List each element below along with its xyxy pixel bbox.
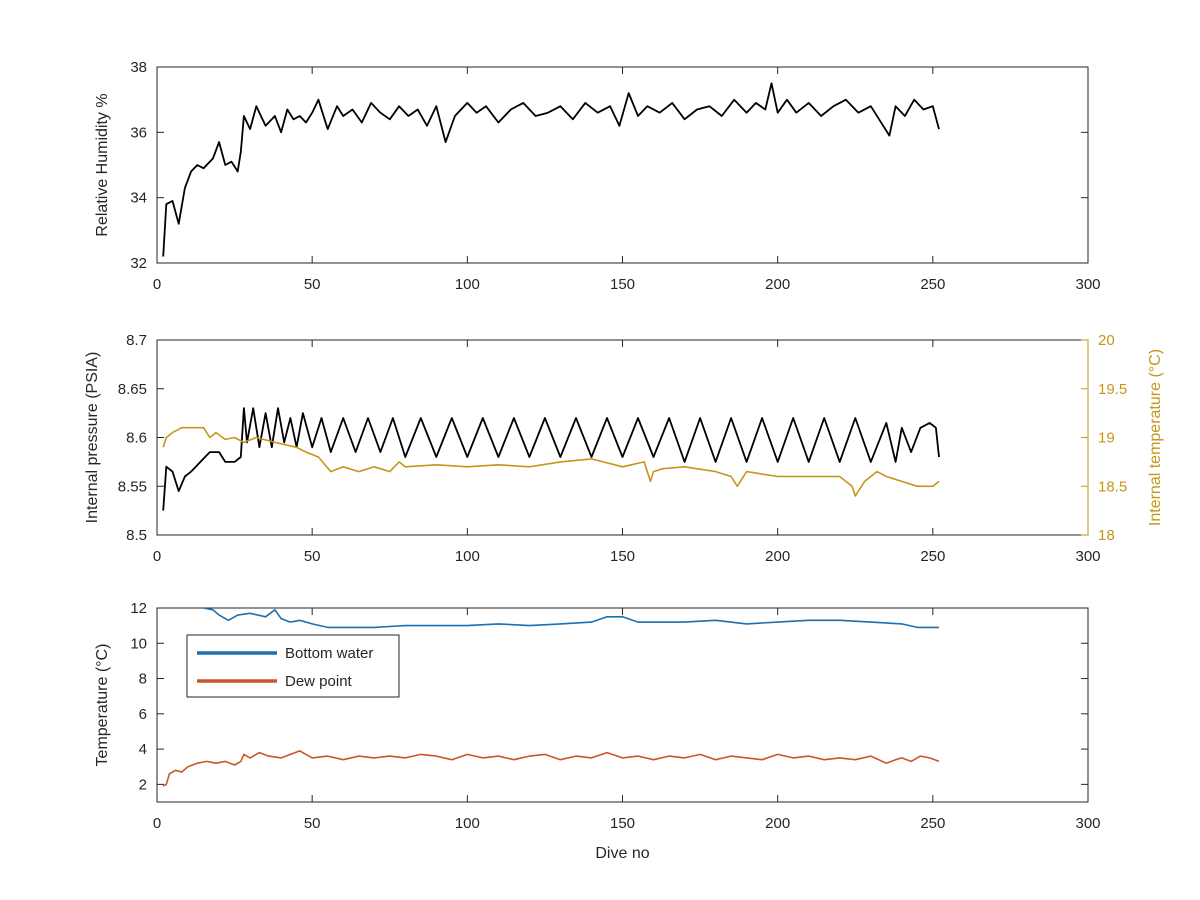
y-tick-label: 8.65 [118, 381, 147, 398]
x-tick-label: 300 [1075, 548, 1100, 565]
y2-tick-label: 18.5 [1098, 478, 1127, 495]
x-tick-label: 250 [920, 815, 945, 832]
y-tick-label: 10 [130, 635, 147, 652]
x-tick-label: 200 [765, 815, 790, 832]
y-tick-label: 34 [130, 190, 147, 207]
x-tick-label: 250 [920, 548, 945, 565]
y-tick-label: 32 [130, 255, 147, 272]
x-tick-label: 300 [1075, 276, 1100, 293]
axes-frame [156, 339, 1089, 536]
x-tick-label: 0 [153, 548, 161, 565]
subplot-temperature: 0 50 100 150 200 250 300 2 4 6 8 10 12 Temperature (°… [94, 600, 1101, 862]
y-tick-label: 6 [139, 706, 147, 723]
x-tick-label: 150 [610, 548, 635, 565]
legend-box [186, 634, 400, 698]
subplot-rh: 0 50 100 150 200 250 300 32 34 36 38 Relative Humid… [94, 59, 1101, 293]
x-tick-label: 100 [455, 276, 480, 293]
subplot-pressure: 0 50 100 150 200 250 300 8.5 8.55 8.6 8.65 8.7 18 18.… [84, 332, 1164, 565]
x-tick-label: 200 [765, 276, 790, 293]
x-tick-label: 150 [610, 276, 635, 293]
x-tick-label: 250 [920, 276, 945, 293]
axes-frame [156, 66, 1089, 264]
y2-tick-label: 19 [1098, 430, 1115, 447]
y2-tick-label: 20 [1098, 332, 1115, 349]
y-tick-label: 2 [139, 776, 147, 793]
legend-label-bottom_water: Bottom water [285, 645, 373, 662]
y-tick-label: 4 [139, 741, 147, 758]
x-tick-label: 50 [304, 276, 321, 293]
y-tick-label: 8.7 [126, 332, 147, 349]
y-tick-label: 8 [139, 671, 147, 688]
x-axis-label: Dive no [595, 845, 649, 862]
series-line-rh [162, 82, 940, 257]
series-line-pressure [162, 407, 940, 511]
x-tick-label: 100 [455, 815, 480, 832]
x-tick-label: 50 [304, 548, 321, 565]
x-tick-label: 100 [455, 548, 480, 565]
legend-label-dew_point: Dew point [285, 673, 353, 690]
x-tick-label: 200 [765, 548, 790, 565]
x-tick-label: 50 [304, 815, 321, 832]
x-tick-label: 300 [1075, 815, 1100, 832]
y-axis-label: Temperature (°C) [94, 644, 111, 767]
y-tick-label: 8.5 [126, 527, 147, 544]
y2-tick-label: 18 [1098, 527, 1115, 544]
y2-tick-label: 19.5 [1098, 381, 1127, 398]
y-tick-label: 38 [130, 59, 147, 76]
y-axis-label: Relative Humidity % [94, 93, 111, 236]
y-axis-label: Internal pressure (PSIA) [84, 352, 101, 524]
y-tick-label: 12 [130, 600, 147, 617]
series-line-internal_temp [162, 426, 940, 497]
series-line-dew_point [162, 750, 940, 787]
y-tick-label: 36 [130, 124, 147, 141]
y-tick-label: 8.6 [126, 430, 147, 447]
x-tick-label: 150 [610, 815, 635, 832]
y2-axis-label: Internal temperature (°C) [1147, 349, 1164, 526]
x-tick-label: 0 [153, 276, 161, 293]
y-tick-label: 8.55 [118, 478, 147, 495]
x-tick-label: 0 [153, 815, 161, 832]
series-line-bottom_water [203, 608, 939, 629]
